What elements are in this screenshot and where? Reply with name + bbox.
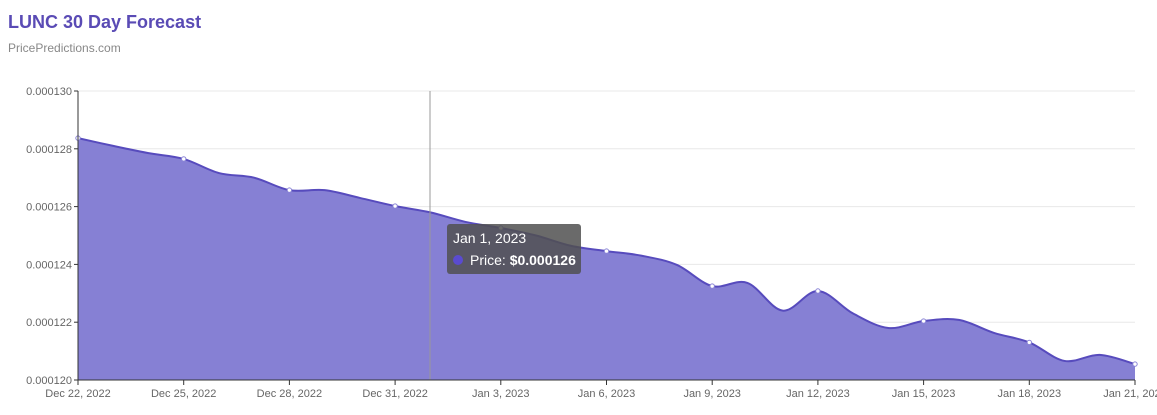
tooltip: Jan 1, 2023 Price: $0.000126 [447, 224, 581, 274]
x-tick-label: Jan 6, 2023 [578, 388, 636, 400]
tooltip-value: $0.000126 [509, 252, 576, 268]
chart-subtitle: PricePredictions.com [8, 41, 121, 55]
data-point[interactable] [603, 248, 610, 254]
x-tick-label: Jan 18, 2023 [997, 388, 1061, 400]
x-tick-label: Dec 28, 2022 [257, 388, 322, 400]
data-point[interactable] [709, 283, 715, 289]
data-point[interactable] [1026, 339, 1033, 346]
x-tick-label: Dec 25, 2022 [151, 388, 216, 400]
chart-title: LUNC 30 Day Forecast [8, 12, 202, 32]
data-point[interactable] [1132, 361, 1138, 367]
x-tick-label: Dec 31, 2022 [362, 388, 427, 400]
price-area [78, 138, 1135, 380]
tooltip-label: Price: [470, 252, 510, 268]
y-tick-label: 0.000128 [26, 144, 72, 156]
data-point[interactable] [181, 156, 187, 162]
x-tick-label: Jan 15, 2023 [892, 388, 956, 400]
data-point[interactable] [920, 318, 927, 324]
tooltip-date: Jan 1, 2023 [453, 230, 527, 246]
series-dot-icon [453, 255, 463, 265]
data-point[interactable] [815, 288, 821, 294]
x-tick-label: Jan 21, 2023 [1103, 388, 1157, 400]
x-tick-label: Dec 22, 2022 [45, 388, 110, 400]
y-tick-label: 0.000126 [26, 202, 72, 214]
x-tick-label: Jan 12, 2023 [786, 388, 850, 400]
y-tick-label: 0.000122 [26, 317, 72, 329]
x-tick-label: Jan 3, 2023 [472, 388, 530, 400]
y-tick-label: 0.000120 [26, 375, 72, 387]
y-tick-label: 0.000124 [26, 259, 72, 271]
data-point[interactable] [286, 187, 293, 193]
y-tick-label: 0.000130 [26, 86, 72, 98]
x-tick-label: Jan 9, 2023 [683, 388, 741, 400]
data-point[interactable] [392, 203, 398, 209]
